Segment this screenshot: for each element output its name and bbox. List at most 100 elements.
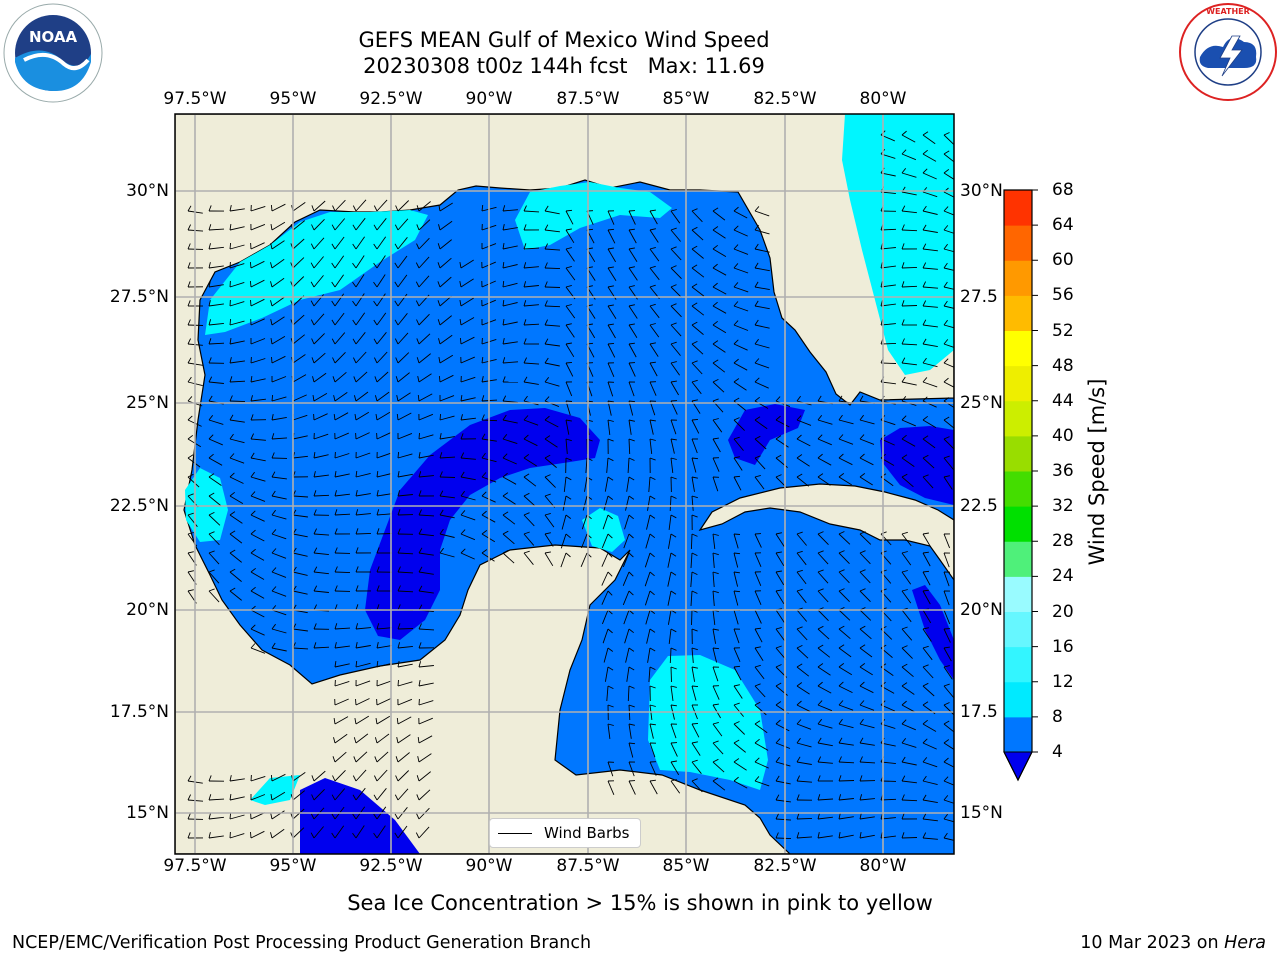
wind-barb-flag <box>922 474 929 478</box>
wind-barb-flag <box>838 832 841 839</box>
wind-barb <box>376 371 389 383</box>
wind-barb-flag <box>649 723 656 726</box>
wind-barb-flag <box>376 490 379 497</box>
wind-barb-flag <box>481 414 485 421</box>
wind-barb-flag <box>271 433 275 440</box>
wind-barb <box>607 324 616 339</box>
wind-barb-flag <box>817 473 824 478</box>
wind-barb <box>544 438 558 448</box>
wind-barb-flag <box>922 131 929 136</box>
wind-barb-flag <box>271 471 276 478</box>
wind-barb <box>922 381 938 388</box>
wind-barb-flag <box>523 531 530 535</box>
wind-barb-flag <box>754 396 760 402</box>
wind-barb <box>397 352 410 364</box>
wind-barb-flag <box>922 832 927 839</box>
wind-barb-flag <box>670 209 677 212</box>
wind-barb <box>775 628 786 642</box>
wind-barb <box>523 323 540 326</box>
wind-barb-flag <box>332 376 336 383</box>
legend-line-swatch <box>498 832 532 834</box>
wind-barb-flag <box>733 571 740 574</box>
wind-barb-flag <box>544 262 548 269</box>
wind-barb <box>712 343 726 353</box>
wind-barb <box>922 134 936 145</box>
wind-barb <box>754 305 770 310</box>
wind-barb-flag <box>481 357 484 364</box>
wind-barb <box>712 229 726 239</box>
wind-barb <box>397 293 408 307</box>
wind-barb-flag <box>838 718 843 725</box>
wind-barb <box>690 590 693 607</box>
wind-barb <box>271 221 286 231</box>
wind-barb-flag <box>418 585 423 592</box>
wind-barb-flag <box>523 512 530 516</box>
wind-barb-flag <box>712 398 719 402</box>
lat-label-right: 25°N <box>960 393 1003 413</box>
wind-barb <box>561 514 567 530</box>
wind-barb <box>397 770 410 782</box>
wind-barb <box>460 417 476 421</box>
wind-barb <box>817 476 831 486</box>
wind-barb-flag <box>922 377 928 383</box>
wind-barb <box>649 267 660 281</box>
wind-barb-flag <box>775 756 780 763</box>
wind-barb <box>418 533 434 537</box>
colorbar-tick-label: 52 <box>1052 320 1074 341</box>
noaa-logo: NOAA <box>2 2 104 104</box>
wind-barb <box>922 324 938 328</box>
colorbar-tick-label: 8 <box>1052 706 1063 727</box>
wind-barb-flag <box>187 512 194 516</box>
wind-barb-flag <box>775 813 780 820</box>
wind-barb-flag <box>376 547 380 554</box>
wind-barb-flag <box>187 434 194 440</box>
wind-barb-flag <box>459 300 462 307</box>
wind-barb <box>397 237 408 250</box>
wind-barb-flag <box>691 264 698 269</box>
wind-barb-flag <box>817 663 824 668</box>
wind-barb <box>250 438 266 441</box>
wind-barb-flag <box>712 437 719 440</box>
wind-barb-flag <box>313 623 317 630</box>
wind-barb-flag <box>838 473 845 478</box>
wind-barb-flag <box>502 395 507 402</box>
wind-barb <box>580 552 588 567</box>
wind-barb-flag <box>565 419 572 422</box>
wind-barb-flag <box>943 436 950 440</box>
wind-barb-flag <box>943 813 948 820</box>
wind-barb-flag <box>376 566 380 573</box>
wind-barb <box>644 590 651 606</box>
wind-barb-flag <box>187 224 192 231</box>
wind-barb <box>292 790 305 801</box>
wind-barb <box>334 332 346 345</box>
wind-barb-flag <box>334 528 338 535</box>
wind-barb <box>943 818 954 823</box>
wind-barb <box>313 788 325 801</box>
wind-barb-flag <box>460 452 465 459</box>
wind-barb <box>733 666 742 681</box>
wind-barb-flag <box>229 395 233 402</box>
wind-barb <box>565 324 575 338</box>
wind-barb <box>271 590 287 597</box>
wind-barb <box>817 590 829 603</box>
wind-barb-flag <box>943 646 950 649</box>
wind-barb <box>712 685 720 700</box>
wind-barb-flag <box>544 551 551 554</box>
wind-barb <box>418 256 430 269</box>
wind-barb-flag <box>775 435 782 440</box>
wind-barb <box>901 723 916 731</box>
wind-barb-flag <box>187 532 194 535</box>
wind-barb <box>502 552 515 564</box>
wind-barb-flag <box>481 204 484 212</box>
wind-barb <box>901 780 917 784</box>
wind-barb <box>397 313 408 326</box>
wind-barb-flag <box>691 666 698 669</box>
wind-barb <box>712 780 726 791</box>
colorbar-bin <box>1004 681 1032 718</box>
wind-barb <box>271 647 287 652</box>
wind-barb-flag <box>439 528 444 535</box>
wind-barb-flag <box>502 492 509 497</box>
wind-barb-flag <box>628 285 635 288</box>
wind-barb-flag <box>838 395 843 402</box>
wind-barb-flag <box>838 663 845 668</box>
